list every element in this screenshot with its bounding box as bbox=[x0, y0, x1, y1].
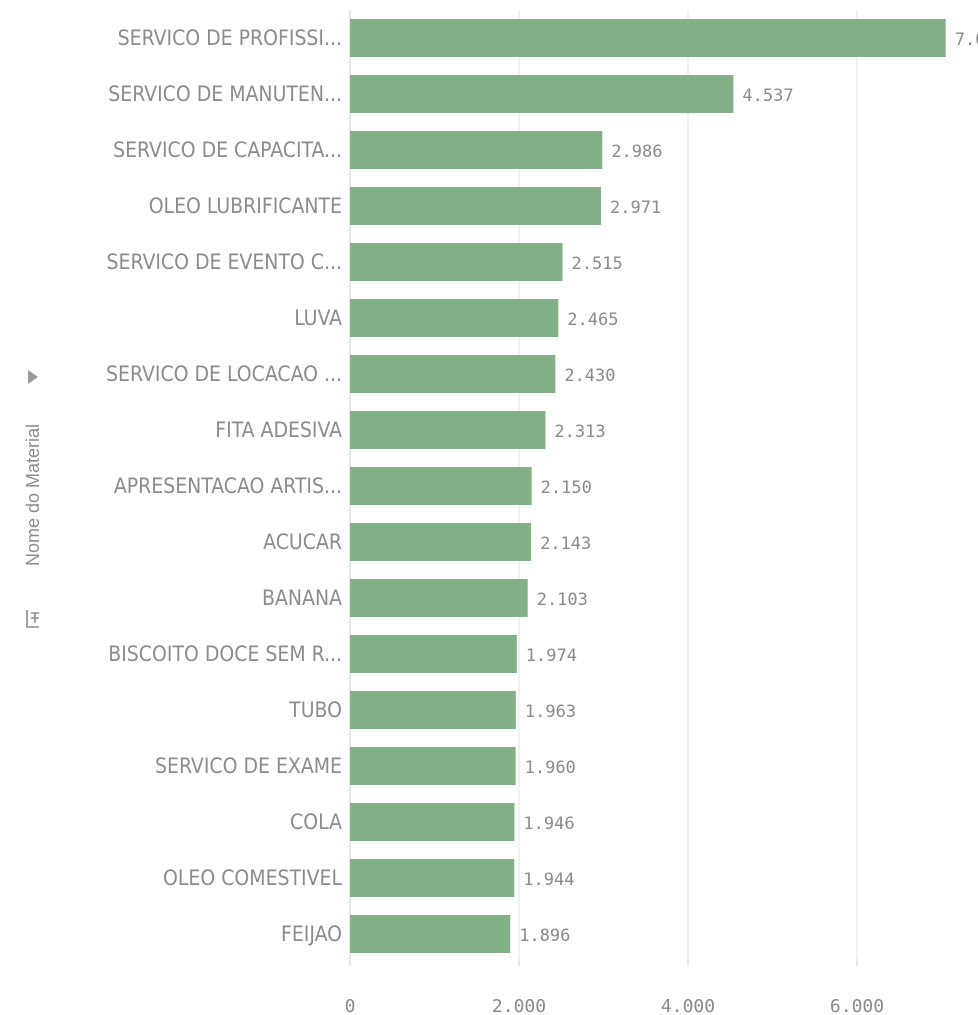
value-label: 2.465 bbox=[567, 310, 618, 330]
dimension-axis-title: Nome do Material bbox=[23, 424, 43, 566]
category-label[interactable]: LUVA bbox=[294, 306, 342, 330]
value-label: 1.963 bbox=[525, 702, 576, 722]
bar[interactable] bbox=[350, 523, 532, 561]
value-label: 2.103 bbox=[537, 590, 588, 610]
value-label: 2.515 bbox=[572, 254, 623, 274]
bar[interactable] bbox=[350, 915, 511, 953]
bar[interactable] bbox=[350, 75, 734, 113]
bar[interactable] bbox=[350, 747, 516, 785]
value-labels: 7.0 4.537 2.986 2.971 2.515 2.465 2.430 2.313 2.… bbox=[519, 30, 978, 946]
category-label[interactable]: APRESENTACAO ARTIS... bbox=[114, 474, 342, 498]
tick-label: 6.000 bbox=[830, 996, 884, 1015]
dimension-icon bbox=[26, 610, 39, 628]
dimension-label: Nome do Material bbox=[23, 424, 43, 566]
value-label: 1.960 bbox=[525, 758, 576, 778]
category-labels: SERVICO DE PROFISSI... SERVICO DE MANUTEN… bbox=[106, 26, 342, 946]
triangle-right-icon[interactable] bbox=[28, 370, 38, 384]
category-label[interactable]: FITA ADESIVA bbox=[215, 418, 342, 442]
category-label[interactable]: SERVICO DE MANUTEN... bbox=[108, 82, 342, 106]
bar[interactable] bbox=[350, 131, 603, 169]
category-label[interactable]: OLEO COMESTIVEL bbox=[163, 866, 342, 890]
tick-label: 4.000 bbox=[661, 996, 715, 1015]
category-label[interactable]: SERVICO DE PROFISSI... bbox=[118, 26, 342, 50]
category-label[interactable]: BISCOITO DOCE SEM R... bbox=[108, 642, 342, 666]
value-label: 1.896 bbox=[519, 926, 570, 946]
value-label: 2.971 bbox=[610, 198, 661, 218]
category-label[interactable]: SERVICO DE CAPACITA... bbox=[113, 138, 342, 162]
value-label: 2.150 bbox=[541, 478, 592, 498]
bar[interactable] bbox=[350, 635, 517, 673]
value-label: 4.537 bbox=[742, 86, 793, 106]
category-label[interactable]: ACUCAR bbox=[263, 530, 342, 554]
value-label: 2.313 bbox=[554, 422, 605, 442]
category-label[interactable]: TUBO bbox=[288, 698, 342, 722]
category-label[interactable]: FEIJAO bbox=[281, 922, 342, 946]
bar[interactable] bbox=[350, 859, 515, 897]
category-label[interactable]: OLEO LUBRIFICANTE bbox=[149, 194, 342, 218]
bar[interactable] bbox=[350, 691, 516, 729]
bar[interactable] bbox=[350, 299, 559, 337]
category-label[interactable]: SERVICO DE LOCACAO ... bbox=[106, 362, 342, 386]
category-label[interactable]: SERVICO DE EXAME bbox=[155, 754, 342, 778]
value-label: 1.946 bbox=[523, 814, 574, 834]
bar[interactable] bbox=[350, 187, 602, 225]
value-label: 2.986 bbox=[611, 142, 662, 162]
bar[interactable] bbox=[350, 579, 528, 617]
x-axis-ticks: 0 2.000 4.000 6.000 bbox=[345, 958, 884, 1015]
bar[interactable] bbox=[350, 467, 532, 505]
value-label: 1.974 bbox=[526, 646, 577, 666]
bars bbox=[350, 19, 946, 953]
tick-label: 2.000 bbox=[492, 996, 546, 1015]
bar[interactable] bbox=[350, 19, 946, 57]
category-label[interactable]: COLA bbox=[290, 810, 342, 834]
bar[interactable] bbox=[350, 355, 556, 393]
bar[interactable] bbox=[350, 243, 563, 281]
category-label[interactable]: SERVICO DE EVENTO C... bbox=[107, 250, 342, 274]
bar[interactable] bbox=[350, 411, 546, 449]
category-label[interactable]: BANANA bbox=[262, 586, 342, 610]
value-label: 1.944 bbox=[523, 870, 574, 890]
value-label: 2.430 bbox=[564, 366, 615, 386]
tick-label: 0 bbox=[345, 996, 356, 1015]
value-label: 7.0 bbox=[955, 30, 978, 50]
value-label: 2.143 bbox=[540, 534, 591, 554]
bar[interactable] bbox=[350, 803, 515, 841]
